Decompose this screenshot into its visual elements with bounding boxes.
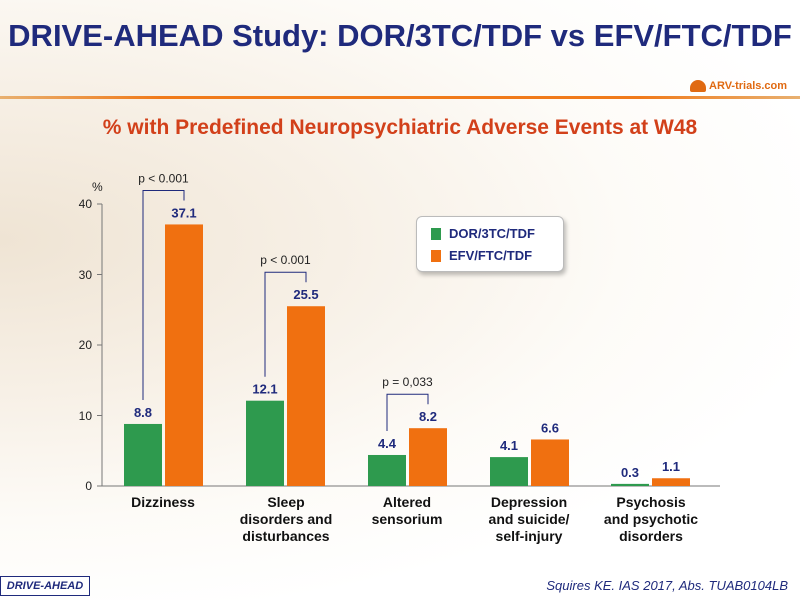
bar-dor-1 (246, 400, 284, 486)
study-badge: DRIVE-AHEAD (0, 576, 90, 596)
data-label-efv-2: 8.2 (419, 409, 437, 424)
legend-item-efv: EFV/FTC/TDF (431, 248, 532, 263)
chart-legend: DOR/3TC/TDF EFV/FTC/TDF (416, 216, 564, 272)
y-tick-10: 10 (78, 409, 92, 423)
y-tick-30: 30 (78, 268, 92, 282)
p-value-bracket-2 (386, 393, 429, 431)
p-value-label-1: p < 0.001 (260, 253, 311, 267)
citation: Squires KE. IAS 2017, Abs. TUAB0104LB (546, 578, 788, 593)
data-label-efv-1: 25.5 (293, 287, 318, 302)
bar-efv-1 (287, 306, 325, 486)
p-value-label-0: p < 0.001 (138, 171, 189, 185)
chart-title: % with Predefined Neuropsychiatric Adver… (102, 116, 698, 139)
p-value-label-2: p = 0,033 (382, 375, 433, 389)
y-tick-40: 40 (78, 197, 92, 211)
page-title: DRIVE-AHEAD Study: DOR/3TC/TDF vs EFV/FT… (8, 18, 792, 53)
bar-efv-4 (652, 478, 690, 486)
legend-item-dor: DOR/3TC/TDF (431, 226, 535, 241)
arv-trials-logo: ARV-trials.com (690, 78, 787, 94)
bar-dor-4 (611, 483, 649, 486)
bar-dor-0 (124, 423, 162, 486)
p-value-bracket-1 (264, 271, 307, 377)
y-tick-0: 0 (85, 479, 92, 493)
logo-text: ARV-trials.com (709, 80, 788, 92)
bar-dor-2 (368, 454, 406, 486)
bar-efv-3 (531, 439, 569, 486)
category-label-dizziness: Dizziness (131, 494, 195, 510)
category-label-depression: Depression and suicide/ self-injury (488, 494, 570, 544)
bar-efv-2 (409, 428, 447, 486)
legend-swatch-dor (431, 227, 441, 240)
y-axis-label: % (92, 180, 103, 194)
data-label-efv-0: 37.1 (171, 205, 196, 220)
title-divider (0, 96, 800, 99)
data-label-dor-0: 8.8 (134, 405, 152, 420)
legend-swatch-efv (431, 249, 441, 262)
bar-efv-0 (165, 224, 203, 486)
data-label-dor-1: 12.1 (252, 382, 277, 397)
category-label-sleep: Sleep disorders and disturbances (239, 494, 333, 544)
data-label-dor-4: 0.3 (621, 465, 639, 480)
y-tick-20: 20 (78, 338, 92, 352)
data-label-dor-2: 4.4 (378, 436, 397, 451)
logo-mark-icon (690, 80, 706, 92)
data-label-dor-3: 4.1 (500, 438, 518, 453)
category-label-altered-sensorium: Altered sensorium (371, 494, 443, 527)
bar-dor-3 (490, 457, 528, 486)
p-value-bracket-0 (142, 189, 185, 400)
category-label-psychosis: Psychosis and psychotic disorders (603, 494, 699, 544)
data-label-efv-4: 1.1 (662, 459, 680, 474)
data-label-efv-3: 6.6 (541, 420, 559, 435)
